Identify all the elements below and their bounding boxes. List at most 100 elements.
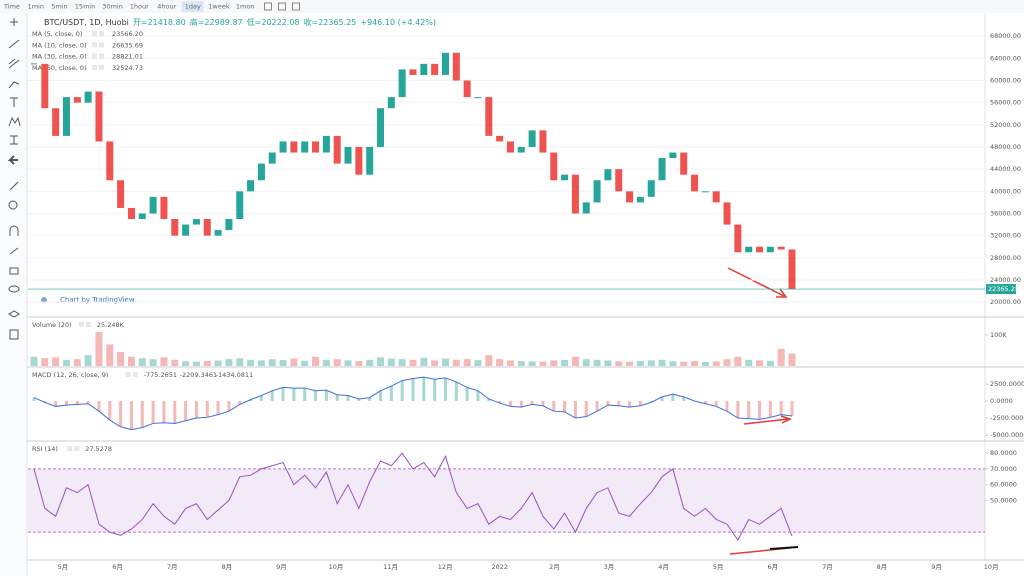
- volume-bar: [409, 359, 417, 366]
- macd-histogram: [86, 400, 90, 404]
- toolbar-icon[interactable]: [264, 2, 272, 11]
- volume-bar: [398, 359, 406, 366]
- volume-bar: [344, 360, 352, 366]
- y-tick-label: 40000.00: [990, 187, 1021, 195]
- volume-bar: [62, 359, 70, 366]
- volume-bar: [496, 359, 504, 366]
- indicator-name: MA (10, close, 0): [32, 41, 87, 49]
- indicator-toggle[interactable]: [85, 322, 91, 327]
- measure-icon[interactable]: [10, 135, 18, 145]
- left-toolbar: [0, 13, 27, 576]
- y-tick-label: 48000.00: [990, 143, 1021, 151]
- volume-bar: [561, 359, 569, 366]
- last-price-label: 22365.25: [988, 285, 1019, 293]
- y-tick-label: 36000.00: [990, 209, 1021, 217]
- x-tick-label: 5月: [58, 563, 69, 571]
- timeframe-button[interactable]: 30min: [102, 3, 123, 11]
- volume-bar: [73, 359, 81, 366]
- crosshair-icon[interactable]: [10, 18, 18, 26]
- indicator-toggle[interactable]: [67, 446, 73, 451]
- y-tick-label: 50.0000: [990, 497, 1017, 505]
- timeframe-button[interactable]: 1mon: [236, 3, 255, 11]
- candle: [333, 135, 341, 164]
- zoom-icon[interactable]: [8, 200, 18, 210]
- volume-bar: [658, 359, 666, 366]
- candle: [571, 174, 579, 214]
- volume-bar: [506, 360, 514, 366]
- macd-histogram: [508, 400, 512, 407]
- candle: [669, 152, 677, 159]
- timeframe-button[interactable]: 15min: [75, 3, 96, 11]
- volume-bar: [604, 360, 612, 366]
- volume-bar: [647, 360, 655, 366]
- volume-bar: [669, 361, 677, 366]
- brush-icon[interactable]: [8, 81, 20, 89]
- candle: [431, 63, 439, 75]
- indicator-toggle[interactable]: [78, 322, 84, 327]
- text-icon[interactable]: [10, 97, 18, 107]
- magnet-icon[interactable]: [9, 225, 19, 236]
- timeframe-button[interactable]: Time: [3, 3, 20, 11]
- indicator-toggle[interactable]: [92, 42, 97, 48]
- x-tick-label: 10月: [984, 563, 999, 571]
- timeframe-button[interactable]: 1hour: [130, 3, 149, 11]
- macd-histogram: [324, 390, 328, 401]
- rsi-band: [28, 468, 985, 533]
- timeframe-button[interactable]: 4hour: [157, 3, 176, 11]
- pane-title: MACD (12, 26, close, 9): [32, 371, 108, 379]
- volume-bar: [268, 359, 276, 366]
- macd-histogram: [97, 400, 101, 412]
- back-icon[interactable]: [7, 155, 18, 165]
- candle: [734, 224, 742, 253]
- indicator-toggle[interactable]: [99, 64, 104, 70]
- volume-bar: [723, 359, 731, 366]
- indicator-toggle[interactable]: [74, 446, 80, 451]
- ruler-icon[interactable]: [9, 181, 19, 191]
- annotation-arrow: [727, 267, 788, 298]
- candle: [463, 80, 471, 98]
- x-tick-label: 6月: [112, 563, 123, 571]
- indicator-toggle[interactable]: [99, 53, 104, 59]
- layers-icon[interactable]: [8, 310, 20, 318]
- candle: [279, 141, 287, 153]
- indicator-name: MA (5, close, 0): [32, 30, 82, 38]
- x-tick-label: 9月: [931, 563, 942, 571]
- x-tick-label: 8月: [877, 563, 888, 571]
- draw-mode-icon[interactable]: [9, 247, 19, 255]
- toolbar-icon[interactable]: [278, 2, 286, 11]
- candle: [95, 91, 103, 142]
- lock-icon[interactable]: [9, 267, 19, 275]
- indicator-toggle[interactable]: [99, 42, 104, 48]
- macd-histogram: [747, 400, 751, 419]
- timeframe-button[interactable]: 1week: [208, 3, 229, 11]
- trendline-icon[interactable]: [8, 39, 20, 49]
- macd-histogram: [119, 400, 123, 427]
- pitchfork-icon[interactable]: [8, 58, 20, 69]
- macd-histogram: [238, 400, 242, 405]
- tool-icons[interactable]: [7, 18, 21, 340]
- volume-bar: [236, 358, 244, 366]
- toolbar-icon[interactable]: [292, 2, 300, 11]
- volume-bar: [441, 358, 449, 366]
- macd-histogram: [476, 390, 480, 401]
- volume-bar: [138, 358, 146, 366]
- x-tick-label: 7月: [167, 563, 178, 571]
- indicator-toggle[interactable]: [99, 31, 104, 36]
- timeframe-button[interactable]: 5min: [51, 3, 67, 11]
- eye-icon[interactable]: [8, 285, 20, 293]
- macd-histogram: [671, 394, 675, 401]
- candle: [160, 196, 168, 220]
- pattern-icon[interactable]: [8, 116, 21, 127]
- macd-reading: -1434.0811: [216, 371, 254, 379]
- timeframe-button[interactable]: 1day: [185, 3, 201, 11]
- trash-icon[interactable]: [9, 329, 19, 340]
- indicator-toggle[interactable]: [132, 372, 138, 377]
- indicator-toggle[interactable]: [92, 53, 97, 59]
- timeframe-button[interactable]: 1min: [28, 3, 44, 11]
- indicator-toggle[interactable]: [125, 372, 131, 377]
- macd-histogram: [649, 400, 653, 403]
- macd-histogram: [703, 400, 707, 404]
- indicator-toggle[interactable]: [92, 64, 97, 70]
- indicator-toggle[interactable]: [92, 31, 97, 36]
